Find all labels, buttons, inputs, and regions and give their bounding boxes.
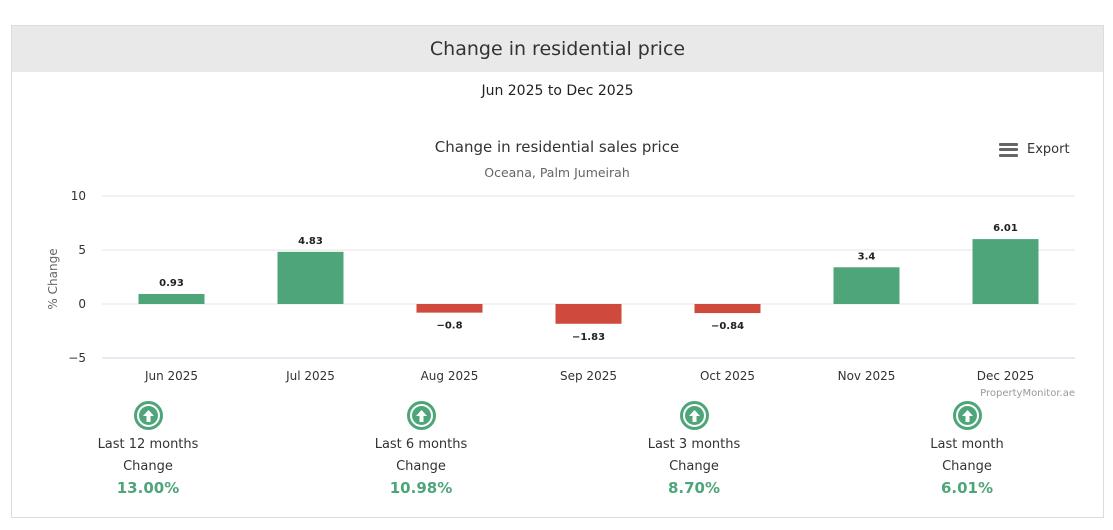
bar[interactable]	[972, 239, 1039, 304]
stat-block: Last 3 months Change 8.70%	[604, 401, 784, 497]
stat-value: 10.98%	[389, 479, 453, 497]
stat-change-label: Change	[396, 459, 446, 474]
x-tick-label: Dec 2025	[977, 369, 1035, 383]
credit-text: PropertyMonitor.ae	[980, 388, 1075, 399]
stat-block: Last 12 months Change 13.00%	[58, 401, 238, 497]
stat-value: 8.70%	[667, 479, 721, 497]
export-label: Export	[1027, 142, 1070, 157]
chart-subtitle: Oceana, Palm Jumeirah	[484, 165, 630, 180]
stat-period-label: Last 6 months	[374, 437, 468, 452]
data-label: −0.84	[711, 321, 744, 332]
stat-change-label: Change	[123, 459, 173, 474]
stat-value: 13.00%	[116, 479, 180, 497]
data-label: 6.01	[993, 223, 1018, 234]
arrow-up-circle-icon	[952, 401, 982, 430]
bar[interactable]	[833, 267, 900, 304]
bar[interactable]	[416, 304, 483, 313]
stat-period-label: Last 3 months	[647, 437, 741, 452]
stat-period-label: Last month	[930, 437, 1004, 452]
y-tick-label: 10	[71, 189, 86, 203]
bar[interactable]	[138, 293, 205, 304]
data-label: 3.4	[858, 251, 876, 262]
y-axis-label: % Change	[46, 248, 60, 309]
stat-block: Last month Change 6.01%	[877, 401, 1057, 497]
stat-change-label: Change	[669, 459, 719, 474]
arrow-up-circle-icon	[679, 401, 709, 430]
x-tick-label: Aug 2025	[421, 369, 479, 383]
x-tick-label: Jul 2025	[285, 369, 335, 383]
arrow-up-circle-icon	[406, 401, 436, 430]
y-tick-label: 0	[78, 297, 86, 311]
period-range: Jun 2025 to Dec 2025	[481, 83, 634, 99]
price-change-card: Change in residential price Jun 2025 to …	[11, 25, 1104, 518]
data-label: −0.8	[436, 321, 462, 332]
bar[interactable]	[555, 304, 622, 324]
arrow-up-circle-icon	[133, 401, 163, 430]
export-button[interactable]: Export	[999, 142, 1070, 157]
data-label: 0.93	[159, 278, 184, 289]
x-tick-label: Jun 2025	[144, 369, 198, 383]
card-header: Change in residential price	[12, 26, 1103, 72]
menu-icon	[999, 142, 1018, 157]
stat-block: Last 6 months Change 10.98%	[331, 401, 511, 497]
data-label: −1.83	[572, 332, 605, 343]
chart-title: Change in residential sales price	[435, 138, 679, 156]
y-tick-label: 5	[78, 243, 86, 257]
data-label: 4.83	[298, 236, 323, 247]
stat-period-label: Last 12 months	[97, 437, 199, 452]
bar-chart: Change in residential sales price Oceana…	[46, 138, 1075, 399]
x-tick-label: Sep 2025	[560, 369, 617, 383]
stat-value: 6.01%	[940, 479, 994, 497]
x-tick-label: Oct 2025	[700, 369, 755, 383]
bar[interactable]	[277, 251, 344, 304]
card-title: Change in residential price	[429, 38, 686, 60]
bar[interactable]	[694, 304, 761, 314]
x-tick-label: Nov 2025	[838, 369, 896, 383]
y-tick-label: −5	[68, 351, 86, 365]
stat-change-label: Change	[942, 459, 992, 474]
